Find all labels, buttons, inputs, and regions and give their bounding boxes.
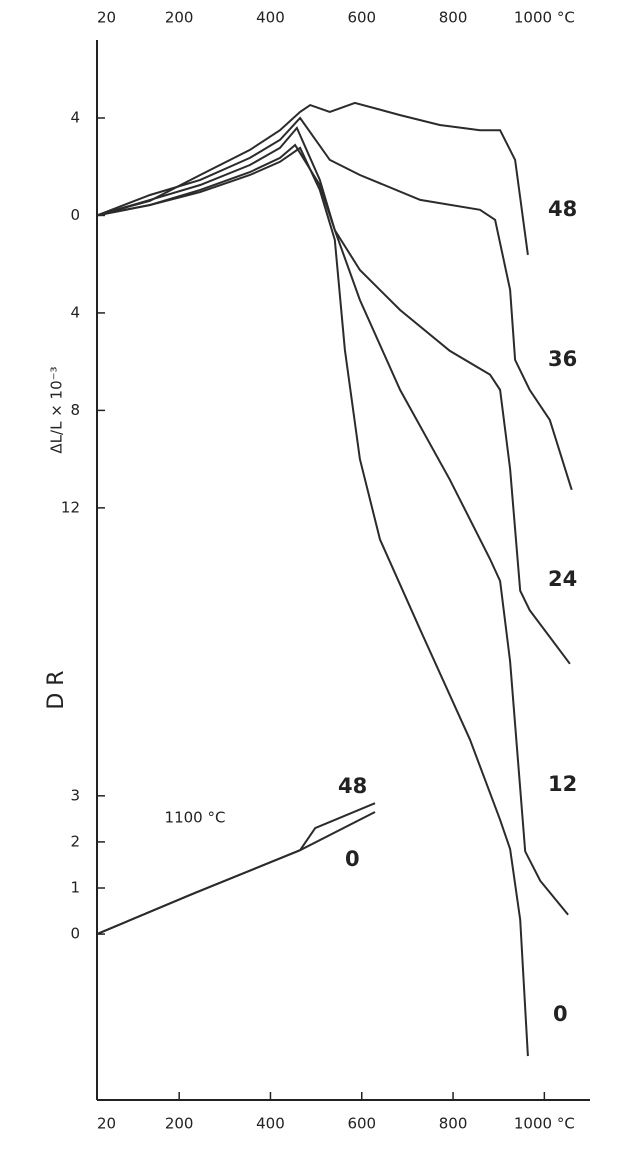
curve-label: 48 [548, 197, 577, 221]
x-tick-label-top: 400 [256, 9, 285, 27]
y-tick-label: 8 [70, 401, 80, 419]
x-tick-label: 200 [165, 1115, 194, 1133]
y2-tick-label: 1 [70, 879, 80, 897]
annotation: 1100 °C [165, 809, 226, 827]
y2-tick-label: 0 [70, 925, 80, 943]
x-tick-label-top: 20 [97, 9, 116, 27]
x-tick-label-top: 600 [347, 9, 376, 27]
x-tick-label: 600 [347, 1115, 376, 1133]
y2-tick-label: 3 [70, 786, 80, 804]
y2-axis-label: D R [44, 670, 69, 709]
curve [96, 811, 376, 936]
curve [96, 146, 529, 1057]
y-axis-label: ΔL/L × 10⁻³ [48, 366, 66, 453]
x-tick-label-top: 1000 °C [514, 9, 575, 27]
curve-label: 24 [548, 567, 577, 591]
curve [96, 116, 573, 491]
x-tick-label: 800 [439, 1115, 468, 1133]
curve [96, 126, 571, 665]
y2-tick-label: 2 [70, 832, 80, 850]
x-tick-label-top: 200 [165, 9, 194, 27]
y-tick-label: 4 [70, 303, 80, 321]
y-tick-label: 0 [70, 206, 80, 224]
curve-label: 0 [345, 847, 360, 871]
curve-label: 0 [553, 1002, 568, 1026]
x-tick-label-top: 800 [439, 9, 468, 27]
x-tick-label: 20 [97, 1115, 116, 1133]
y-tick-label: 4 [70, 108, 80, 126]
x-tick-label: 400 [256, 1115, 285, 1133]
y-tick-label: 12 [61, 498, 80, 516]
curve-label: 48 [338, 774, 367, 798]
curve-label: 12 [548, 772, 577, 796]
x-tick-label: 1000 °C [514, 1115, 575, 1133]
curve [96, 143, 569, 916]
curve-label: 36 [548, 347, 577, 371]
curve [96, 802, 376, 936]
curve [96, 101, 529, 256]
